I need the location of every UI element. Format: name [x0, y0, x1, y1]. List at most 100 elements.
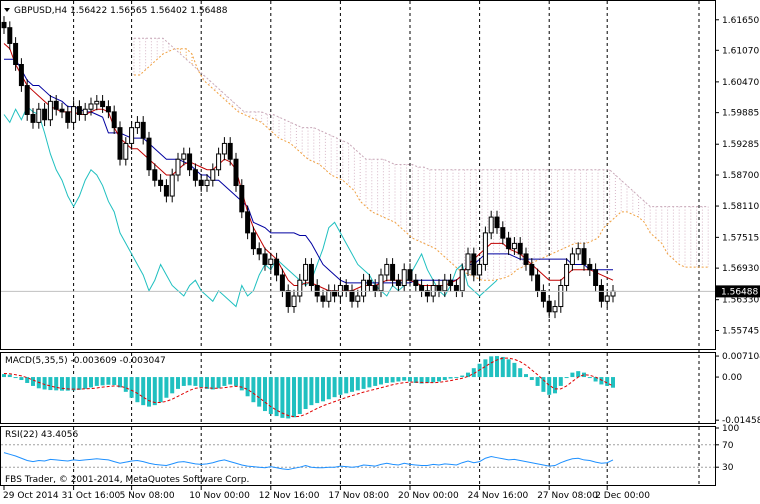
macd-bar: [77, 377, 82, 390]
macd-bar: [605, 377, 610, 386]
macd-bar: [593, 377, 598, 382]
candle: [453, 279, 459, 298]
macd-y-tick: 0.00: [722, 373, 742, 383]
candle: [303, 258, 309, 287]
macd-bar: [419, 377, 424, 384]
macd-pane[interactable]: [0, 352, 716, 424]
macd-bar: [239, 377, 244, 391]
dropdown-arrow-icon[interactable]: [4, 8, 10, 12]
candle: [152, 163, 158, 187]
macd-bar: [89, 377, 93, 388]
macd-bar: [518, 368, 523, 378]
macd-bar: [48, 377, 53, 391]
rsi-pane[interactable]: [0, 426, 716, 486]
macd-bar: [31, 377, 35, 386]
candle: [564, 258, 570, 292]
candle: [598, 279, 604, 308]
candle: [111, 105, 117, 134]
candle: [71, 100, 77, 129]
macd-bar: [71, 377, 76, 391]
candle: [117, 121, 123, 166]
macd-bar: [7, 374, 12, 378]
copyright-text: FBS Trader, © 2001-2014, MetaQuotes Soft…: [5, 475, 249, 485]
candle: [59, 102, 65, 119]
macd-bar: [373, 377, 378, 386]
candle: [523, 247, 529, 271]
macd-bar: [286, 377, 291, 419]
candle: [47, 95, 53, 127]
macd-bar: [332, 377, 337, 398]
macd-bar: [611, 377, 615, 388]
y-tick-label: 1.61650: [722, 16, 759, 26]
macd-bar: [500, 356, 505, 378]
rsi-line: [3, 452, 614, 470]
candle: [407, 263, 413, 287]
y-tick-label: 1.58110: [722, 202, 759, 212]
macd-bar: [564, 377, 569, 379]
candle: [430, 279, 436, 303]
macd-bar: [576, 371, 581, 378]
macd-bar: [54, 377, 59, 391]
candle: [285, 284, 291, 313]
macd-bar: [60, 377, 64, 391]
macd-bar: [512, 362, 517, 378]
candle: [448, 273, 454, 292]
candle: [204, 173, 210, 192]
macd-bar: [367, 377, 372, 388]
candle: [146, 131, 152, 177]
candle: [1, 16, 7, 34]
candle: [372, 279, 378, 298]
candle: [546, 294, 552, 319]
candle: [558, 279, 564, 313]
candle: [76, 100, 82, 121]
candle: [436, 279, 442, 298]
macd-label: MACD(5,35,5) -0.003609 -0.003047: [5, 356, 166, 366]
candle: [18, 58, 24, 92]
macd-bar: [570, 372, 575, 378]
macd-bar: [257, 377, 262, 407]
candle: [494, 210, 500, 234]
macd-bar: [280, 377, 285, 418]
candle: [604, 289, 610, 308]
macd-bar: [315, 377, 320, 404]
candle: [395, 273, 401, 292]
macd-bar: [489, 356, 494, 378]
y-tick-label: 1.61070: [722, 46, 759, 56]
macd-bar: [170, 377, 175, 394]
macd-bar: [25, 377, 30, 383]
macd-bar: [553, 377, 557, 394]
candle: [239, 179, 245, 219]
candle: [30, 108, 36, 129]
candle: [187, 147, 193, 177]
candle: [477, 258, 483, 282]
macd-bar: [535, 377, 540, 386]
macd-bar: [558, 377, 563, 386]
candle: [227, 137, 233, 166]
macd-bar: [19, 377, 24, 381]
candle: [169, 168, 175, 203]
candle: [540, 284, 546, 308]
candle: [279, 268, 285, 298]
macd-bar: [460, 375, 465, 378]
macd-bar: [321, 377, 325, 402]
x-tick-label: 17 Nov 08:00: [328, 491, 389, 501]
candle: [465, 247, 471, 277]
current-price-label: 1.56488: [721, 287, 758, 297]
macd-bar: [181, 377, 186, 386]
macd-bar: [210, 377, 215, 390]
candle: [424, 284, 430, 303]
y-tick-label: 1.58700: [722, 171, 759, 181]
candle: [482, 226, 488, 271]
macd-bar: [13, 377, 18, 379]
macd-bar: [147, 377, 151, 407]
macd-bar: [350, 377, 354, 392]
symbol-info: GBPUSD,H4 1.56422 1.56565 1.56402 1.5648…: [14, 6, 228, 16]
candle: [134, 116, 140, 134]
candle: [581, 242, 587, 271]
macd-bar: [292, 377, 296, 418]
macd-bar: [413, 377, 418, 383]
candle: [337, 279, 343, 303]
candle: [517, 237, 523, 261]
candle: [192, 163, 198, 187]
